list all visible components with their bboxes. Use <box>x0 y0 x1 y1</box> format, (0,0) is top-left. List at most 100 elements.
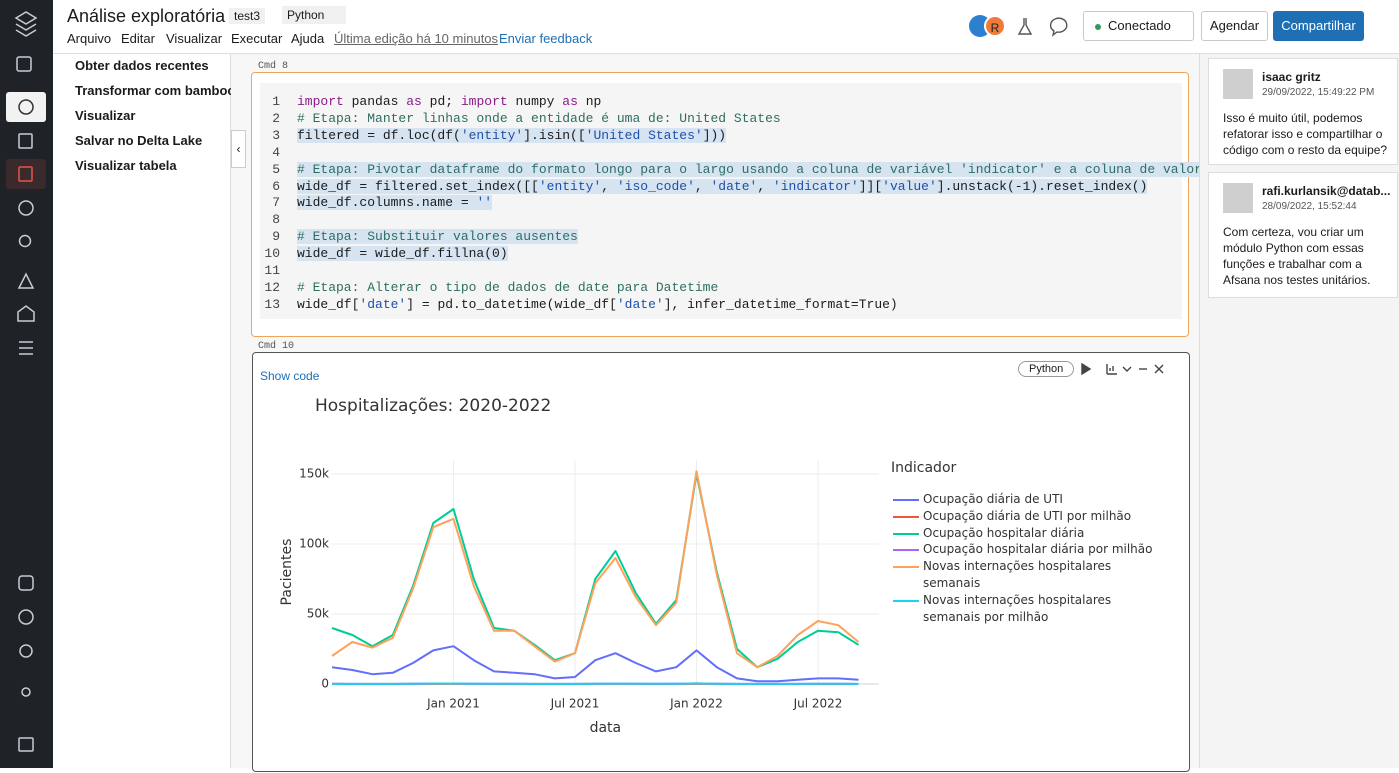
code-line: wide_df['date'] = pd.to_datetime(wide_df… <box>297 297 898 312</box>
run-icon[interactable] <box>1082 364 1090 374</box>
menu-item[interactable]: Arquivo <box>67 31 111 46</box>
comment-date: 29/09/2022, 15:49:22 PM <box>1262 87 1374 98</box>
panel-item[interactable]: Transformar com bamboolib <box>75 83 231 98</box>
x-axis-label: data <box>590 720 622 736</box>
line-number: 12 <box>260 280 280 295</box>
active-item[interactable] <box>6 92 46 122</box>
y-axis-label: Pacientes <box>279 539 295 606</box>
comment-text: Isso é muito útil, podemos refatorar iss… <box>1223 110 1393 158</box>
code-line: # Etapa: Manter linhas onde a entidade é… <box>297 111 781 126</box>
workspace-icon[interactable] <box>17 57 31 71</box>
legend-item[interactable]: Ocupação diária de UTI por milhão <box>889 508 1169 525</box>
legend-label: Novas internações hospitalares semanais <box>923 559 1111 590</box>
collapse-icon[interactable] <box>19 738 33 751</box>
partner-icon[interactable] <box>19 576 33 590</box>
side-panel: Obter dados recentes Transformar com bamb… <box>53 54 231 768</box>
notebook-title[interactable]: Análise exploratória <box>67 6 225 27</box>
market-icon[interactable] <box>18 306 34 321</box>
menu-item[interactable]: Visualizar <box>166 31 222 46</box>
line-number: 4 <box>260 145 280 160</box>
close-icon[interactable] <box>1155 365 1163 373</box>
line-number: 3 <box>260 128 280 143</box>
code-line: # Etapa: Substituir valores ausentes <box>297 229 578 244</box>
line-number: 8 <box>260 212 280 227</box>
search-icon[interactable] <box>20 236 31 247</box>
comment-author: rafi.kurlansik@datab... <box>1262 184 1394 198</box>
comment: rafi.kurlansik@datab... 28/09/2022, 15:52… <box>1208 172 1398 298</box>
legend-item[interactable]: Ocupação hospitalar diária por milhão <box>889 541 1169 558</box>
experiment-icon[interactable] <box>1019 18 1031 34</box>
code-line: wide_df = filtered.set_index([['entity',… <box>297 179 1147 194</box>
legend-swatch <box>893 549 919 551</box>
code-line: filtered = df.loc(df('entity'].isin(['Un… <box>297 128 726 143</box>
comment-icon[interactable] <box>1051 18 1067 35</box>
line-number: 5 <box>260 162 280 177</box>
language-select[interactable]: Python <box>282 6 346 24</box>
sidebar <box>0 0 53 768</box>
logo-icon[interactable] <box>16 12 36 36</box>
panel-item[interactable]: Visualizar tabela <box>75 158 231 173</box>
panel-item[interactable]: Salvar no Delta Lake <box>75 133 231 148</box>
legend-item[interactable]: Novas internações hospitalares semanais … <box>889 592 1169 626</box>
panel-item[interactable]: Obter dados recentes <box>75 58 231 73</box>
line-number: 1 <box>260 94 280 109</box>
chart-icon[interactable] <box>1107 364 1117 374</box>
cell-label: Cmd 10 <box>258 341 294 352</box>
line-number: 11 <box>260 263 280 278</box>
show-code[interactable]: Show code <box>260 369 319 383</box>
legend-swatch <box>893 566 919 568</box>
avatar-user[interactable]: R <box>984 15 1006 37</box>
comment-avatar <box>1223 69 1253 99</box>
collapse-icon[interactable] <box>1123 367 1131 371</box>
comment-text: Com certeza, vou criar um módulo Python … <box>1223 224 1393 288</box>
chart-title: Hospitalizações: 2020-2022 <box>315 396 551 416</box>
line-number: 13 <box>260 297 280 312</box>
legend-label: Ocupação hospitalar diária por milhão <box>923 542 1152 556</box>
user-tag[interactable]: test3 <box>229 8 265 24</box>
legend-label: Ocupação diária de UTI por milhão <box>923 509 1131 523</box>
legend-item[interactable]: Ocupação hospitalar diária <box>889 525 1169 542</box>
share-button[interactable]: Compartilhar <box>1273 11 1364 41</box>
legend-label: Ocupação diária de UTI <box>923 492 1063 506</box>
menu-item[interactable]: Executar <box>231 31 282 46</box>
x-tick-label: Jul 2022 <box>793 697 843 711</box>
data-icon[interactable] <box>19 274 33 288</box>
line-number: 10 <box>260 246 280 261</box>
legend-label: Novas internações hospitalares semanais … <box>923 593 1111 624</box>
series-line <box>332 474 859 667</box>
menu-item[interactable]: Ajuda <box>291 31 324 46</box>
recent-icon[interactable] <box>19 201 33 215</box>
menu-item[interactable]: Editar <box>121 31 155 46</box>
legend-item[interactable]: Ocupação diária de UTI <box>889 491 1169 508</box>
cell-label: Cmd 8 <box>258 61 288 72</box>
line-number: 2 <box>260 111 280 126</box>
cell-toolbar <box>1079 361 1169 377</box>
jobs-icon[interactable] <box>19 342 33 354</box>
language-chip[interactable]: Python <box>1018 361 1074 377</box>
header: Análise exploratória test3 Python Última… <box>53 0 1399 54</box>
comment-avatar <box>1223 183 1253 213</box>
legend-swatch <box>893 533 919 535</box>
x-tick-label: Jan 2022 <box>669 697 723 711</box>
user-icon[interactable] <box>22 688 30 696</box>
legend-item[interactable]: Novas internações hospitalares semanais <box>889 558 1169 592</box>
code-line: wide_df = wide_df.fillna(0) <box>297 246 508 261</box>
y-tick-label: 50k <box>307 607 329 621</box>
settings-icon[interactable] <box>20 645 32 657</box>
comment-date: 28/09/2022, 15:52:44 <box>1262 201 1357 212</box>
y-tick-label: 100k <box>299 537 329 551</box>
help-icon[interactable] <box>19 610 33 624</box>
feedback-link[interactable]: Enviar feedback <box>499 31 592 46</box>
notebook-icon[interactable] <box>19 134 32 148</box>
current-notebook[interactable] <box>6 159 46 189</box>
schedule-button[interactable]: Agendar <box>1201 11 1268 41</box>
collapse-button[interactable]: ‹ <box>231 130 246 168</box>
panel-item[interactable]: Visualizar <box>75 108 231 123</box>
last-edit[interactable]: Última edição há 10 minutos <box>334 31 498 46</box>
